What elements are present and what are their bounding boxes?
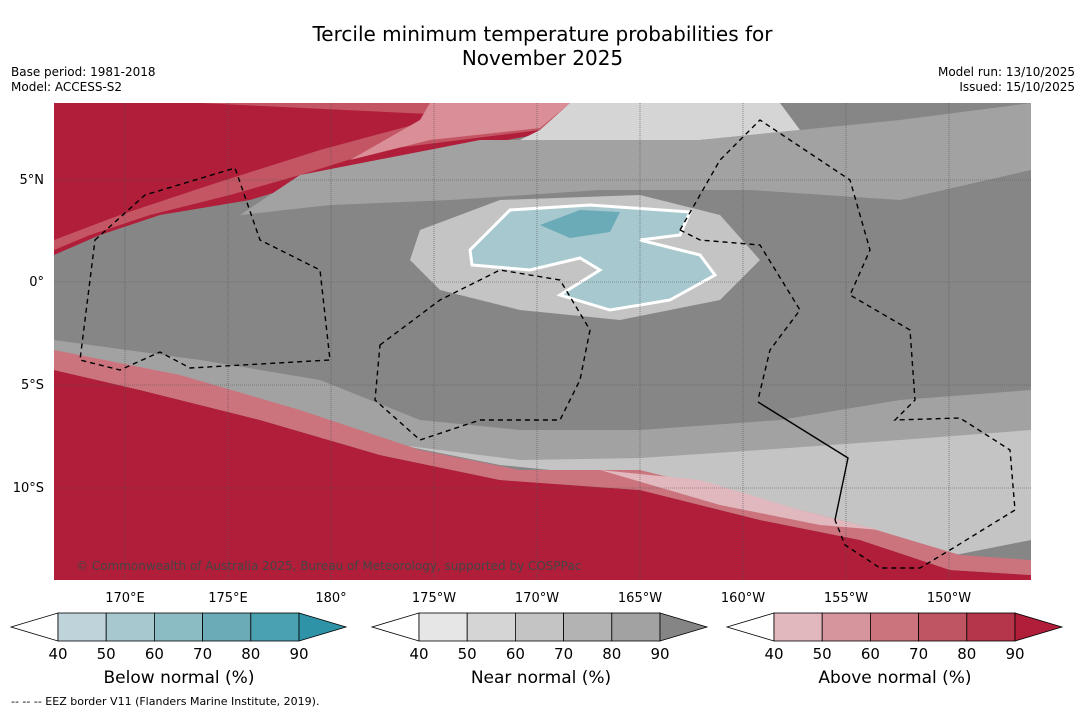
colorbar-tick-label: 40 (764, 645, 783, 663)
colorbar-tick-label: 90 (650, 645, 669, 663)
graticule (54, 103, 1031, 580)
below-colorbar: 40 50 60 70 80 90 (9, 612, 348, 663)
map-title-line1: Tercile minimum temperature probabilitie… (312, 22, 773, 46)
colorbar-tick-label: 50 (813, 645, 832, 663)
above-normal-north-light (350, 103, 570, 160)
lon-label: 170°E (105, 591, 145, 606)
colorbar-tick-label: 60 (506, 645, 525, 663)
below-normal-blob (470, 205, 715, 310)
colorbar-segment (563, 612, 613, 642)
colorbar-segment (773, 612, 823, 642)
map-title-line2: November 2025 (461, 46, 624, 70)
colorbar-under-triangle (370, 612, 420, 642)
colorbar-segment (966, 612, 1016, 642)
lon-label: 150°W (927, 591, 971, 606)
colorbar-under-triangle (725, 612, 775, 642)
near-colorbar: 40 50 60 70 80 90 (370, 612, 709, 663)
probability-field (54, 103, 1031, 580)
boundary-line (757, 401, 849, 521)
below-normal-core (540, 210, 620, 238)
colorbar-tick-label: 60 (861, 645, 880, 663)
above-normal-title: Above normal (%) (818, 668, 972, 688)
eez-footnote: -- -- -- EEZ border V11 (Flanders Marine… (11, 695, 320, 708)
latitude-labels: 5°N 0° 5°S 10°S (13, 173, 44, 496)
colorbar-segment (418, 612, 468, 642)
near-normal-band (240, 103, 1031, 215)
colorbar-segment (611, 612, 661, 642)
colorbar-tick-label: 80 (241, 645, 260, 663)
near-normal-title: Near normal (%) (470, 668, 612, 688)
colorbars: 40 50 60 70 80 90 40 50 60 70 80 90 40 50 60 70 80 90 (9, 612, 1064, 663)
issued-date: Issued: 15/10/2025 (959, 80, 1075, 94)
base-period: Base period: 1981-2018 (11, 65, 156, 79)
colorbar-tick-label: 90 (1005, 645, 1024, 663)
colorbar-tick-label: 40 (409, 645, 428, 663)
colorbar-tick-label: 50 (458, 645, 477, 663)
lat-label: 10°S (13, 481, 44, 496)
colorbar-segment (153, 612, 203, 642)
lon-label: 175°W (412, 591, 456, 606)
lat-label: 0° (29, 275, 44, 290)
colorbar-tick-label: 90 (289, 645, 308, 663)
near-normal-north-light (500, 103, 800, 150)
lon-label: 155°W (824, 591, 868, 606)
colorbar-segment (57, 612, 107, 642)
colorbar-segment (918, 612, 968, 642)
model-run: Model run: 13/10/2025 (937, 65, 1075, 79)
above-normal-south-light (600, 470, 880, 530)
colorbar-over-triangle (659, 612, 709, 642)
longitude-labels: 170°E 175°E 180° 175°W 170°W 165°W 160°W… (105, 591, 971, 606)
colorbar-segment (821, 612, 871, 642)
colorbar-tick-label: 80 (957, 645, 976, 663)
above-normal-south (54, 370, 1031, 580)
above-colorbar: 40 50 60 70 80 90 (725, 612, 1064, 663)
above-normal-south-edge (54, 350, 1031, 575)
colorbar-under-triangle (9, 612, 59, 642)
colorbar-segment (202, 612, 252, 642)
colorbar-over-triangle (298, 612, 348, 642)
colorbar-tick-label: 70 (909, 645, 928, 663)
copyright-notice: © Commonwealth of Australia 2025, Bureau… (76, 559, 581, 573)
lon-label: 170°W (515, 591, 559, 606)
colorbar-tick-label: 80 (602, 645, 621, 663)
above-normal-north (54, 103, 600, 255)
colorbar-over-triangle (1014, 612, 1064, 642)
below-normal-contour (468, 203, 718, 312)
eez-borders (79, 119, 1016, 569)
colorbar-segment (870, 612, 920, 642)
lat-label: 5°S (21, 378, 44, 393)
colorbar-segment (105, 612, 155, 642)
colorbar-tick-label: 40 (48, 645, 67, 663)
colorbar-tick-label: 70 (554, 645, 573, 663)
model-name: Model: ACCESS-S2 (11, 80, 123, 94)
lon-label: 175°E (208, 591, 248, 606)
below-normal-title: Below normal (%) (103, 668, 255, 688)
colorbar-segment (466, 612, 516, 642)
colorbar-segment (250, 612, 300, 642)
colorbar-tick-label: 60 (145, 645, 164, 663)
lon-label: 180° (315, 591, 346, 606)
near-normal-south (54, 340, 1031, 480)
colorbar-segment (515, 612, 565, 642)
lon-label: 160°W (721, 591, 765, 606)
colorbar-tick-label: 70 (193, 645, 212, 663)
colorbar-tick-label: 50 (97, 645, 116, 663)
lat-label: 5°N (20, 173, 45, 188)
lon-label: 165°W (618, 591, 662, 606)
